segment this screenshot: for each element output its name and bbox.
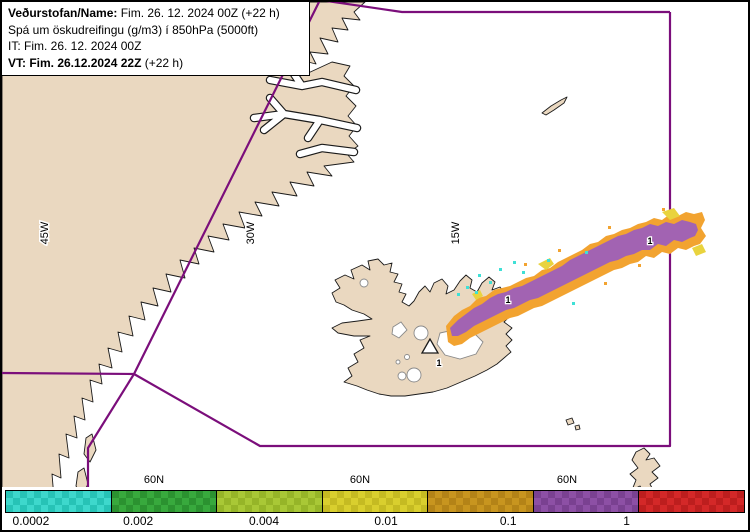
cyan-speck	[489, 281, 492, 284]
colorbar-segment-5	[533, 491, 640, 512]
plume-orange-speck	[662, 208, 665, 211]
myrdalsjokull-glacier	[406, 367, 422, 383]
colorbar-segment-6	[639, 491, 745, 512]
colorbar-label-2: 0.004	[248, 514, 280, 528]
cyan-speck	[513, 261, 516, 264]
contour-label: 1	[505, 295, 510, 305]
cyan-speck	[585, 251, 588, 254]
fjord-water	[296, 144, 358, 158]
colorbar-segment-3	[322, 491, 429, 512]
colorbar-segment-2	[217, 491, 323, 512]
eyjafjallajokull-glacier	[397, 371, 407, 381]
cyan-speck	[572, 302, 575, 305]
contour-label: 1	[436, 358, 441, 368]
plume-orange-speck	[524, 263, 527, 266]
plume-orange-speck	[608, 226, 611, 229]
legend-strip: 0.0002 0.002 0.004 0.01 0.1 1	[2, 487, 748, 530]
greenland-offshore-island	[75, 467, 89, 489]
colorbar	[5, 490, 745, 513]
plume-orange-speck	[558, 249, 561, 252]
plume-orange-speck	[638, 264, 641, 267]
valid-time: VT: Fim. 26.12.2024 22Z	[8, 55, 142, 70]
cyan-speck	[547, 259, 550, 262]
valid-time-offset: (+22 h)	[144, 55, 184, 70]
contour-label: 1	[647, 236, 652, 246]
highland-lake	[404, 354, 410, 360]
map-canvas: 1 1 1 45W 30W 15W 60N 60N 60N	[2, 2, 748, 489]
cyan-speck	[466, 286, 469, 289]
highland-lake	[395, 359, 401, 365]
info-box: Veðurstofan/Name: Fim. 26. 12. 2024 00Z …	[2, 2, 310, 76]
jan-mayen-island	[541, 96, 568, 116]
hofsjokull-glacier	[413, 325, 429, 341]
westman-islet	[565, 417, 575, 426]
colorbar-label-5: 1	[623, 514, 630, 528]
colorbar-segment-4	[428, 491, 534, 512]
colorbar-labels: 0.0002 0.002 0.004 0.01 0.1 1	[5, 514, 745, 530]
drangajokull-glacier	[359, 278, 369, 288]
langjokull-glacier	[391, 321, 408, 339]
plume-purple-core	[450, 220, 698, 336]
cyan-speck	[522, 271, 525, 274]
plume-cyan-specks	[457, 251, 588, 305]
colorbar-label-0: 0.0002	[12, 514, 50, 528]
cyan-speck	[457, 293, 460, 296]
product-name-label: Veðurstofan/Name:	[8, 6, 118, 20]
meridian-label-15w: 15W	[450, 221, 462, 244]
issue-time: IT: Fim. 26. 12. 2024 00Z	[8, 39, 142, 53]
product-description: Spá um öskudreifingu (g/m3) í 850hPa (50…	[8, 22, 259, 37]
meridian-label-45w: 45W	[39, 221, 51, 244]
cyan-speck	[499, 268, 502, 271]
cyan-speck	[475, 291, 478, 294]
cyan-speck	[478, 274, 481, 277]
info-line-4: VT: Fim. 26.12.2024 22Z (+22 h)	[8, 55, 303, 72]
colorbar-label-4: 0.1	[499, 514, 517, 528]
product-name-value: Fim. 26. 12. 2024 00Z (+22 h)	[120, 6, 280, 20]
parallel-label-60n: 60N	[350, 474, 370, 486]
westman-islet	[574, 424, 581, 431]
plume-orange-speck	[604, 282, 607, 285]
colorbar-label-3: 0.01	[374, 514, 398, 528]
volcano-triangle-icon	[420, 337, 440, 354]
fjord-water	[250, 94, 361, 142]
colorbar-label-1: 0.002	[123, 514, 154, 528]
colorbar-segment-1	[111, 491, 218, 512]
colorbar-segment-0	[6, 491, 112, 512]
parallel-label-60n: 60N	[144, 474, 164, 486]
parallel-label-60n: 60N	[557, 474, 577, 486]
info-line-1: Veðurstofan/Name: Fim. 26. 12. 2024 00Z …	[8, 5, 303, 22]
meridian-label-30w: 30W	[245, 221, 257, 244]
